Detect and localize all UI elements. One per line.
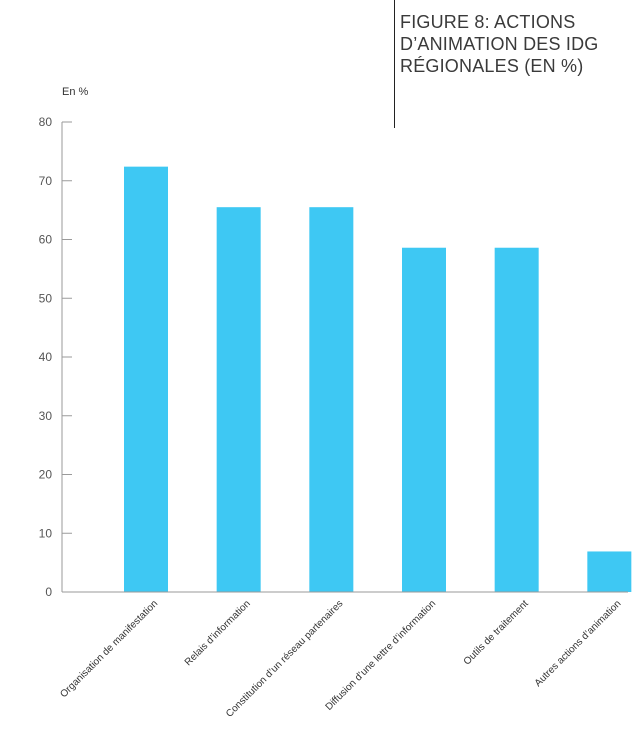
y-tick-label: 60 <box>39 233 53 247</box>
y-tick-label: 10 <box>39 526 53 540</box>
figure-title-block: FIGURE 8: ACTIONS D’ANIMATION DES IDG RÉ… <box>394 0 635 128</box>
bar <box>216 207 261 592</box>
x-category-label: Outils de traitement <box>462 598 531 667</box>
y-tick-label: 50 <box>39 291 53 305</box>
y-tick-label: 70 <box>39 174 53 188</box>
y-axis: 0 10 20 30 40 50 60 70 80 <box>39 115 72 599</box>
x-category-label: Diffusion d’une lettre d’information <box>324 598 439 713</box>
bar <box>124 166 168 592</box>
chart-title: FIGURE 8: ACTIONS D’ANIMATION DES IDG RÉ… <box>400 12 599 76</box>
y-tick-label: 20 <box>39 468 53 482</box>
y-axis-unit-label: En % <box>62 86 89 98</box>
bar <box>309 207 354 592</box>
bar <box>494 247 539 592</box>
y-tick-label: 0 <box>45 585 52 599</box>
y-tick-label: 30 <box>39 409 53 423</box>
bars <box>124 166 632 592</box>
y-tick-label: 80 <box>39 115 53 129</box>
bar <box>402 247 446 592</box>
y-tick-label: 40 <box>39 350 53 364</box>
x-category-label: Organisation de manifestation <box>58 598 160 700</box>
x-axis: Organisation de manifestation Relais d’in… <box>58 591 628 720</box>
x-category-label: Autres actions d’animation <box>533 598 624 689</box>
x-category-label: Relais d’information <box>183 598 253 668</box>
bar <box>587 551 632 592</box>
